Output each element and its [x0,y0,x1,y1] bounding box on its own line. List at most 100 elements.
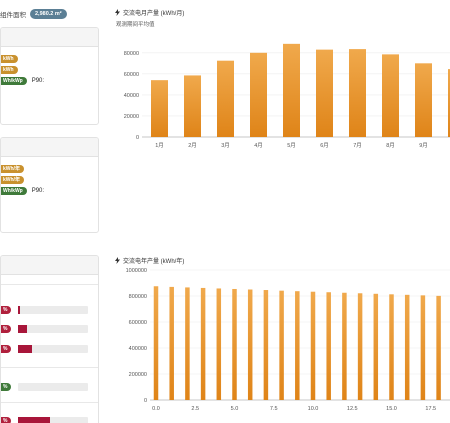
loss-badge: % [1,306,11,314]
energy-pill: kWh/年 [1,165,24,173]
lightning-bolt-icon [115,257,120,264]
x-tick-label: 12.5 [347,406,358,412]
loss-bar-track [18,345,88,353]
energy-pill: kWh [1,55,18,63]
monthly-chart-title: 交流电月产量 (kWh/月) [115,8,184,17]
bar [357,293,363,400]
monthly-chart-subtitle: 观测期间平均值 [116,22,155,28]
gain-bar-track [18,383,88,391]
monthly-chart-title-text: 交流电月产量 (kWh/月) [123,11,185,17]
annual-yield-chart: 0 200000 400000 600000 800000 1000000 0.0 2.5 5.… [126,268,450,412]
card-header [1,28,98,47]
bar [310,291,316,400]
x-tick-label: 17.5 [425,406,436,412]
loss-bar-fill [18,345,32,353]
loss-badge: % [1,345,11,353]
x-tick-label: 15.0 [386,406,397,412]
bar [250,52,267,137]
divider [1,284,98,285]
annual-chart-title: 交流电年产量 (kWh/年) [115,256,184,265]
bar [279,290,284,400]
p90-label: P90: [31,188,45,194]
loss-row: % [1,325,11,333]
annual-chart-title-text: 交流电年产量 (kWh/年) [123,259,185,265]
loss-row: % [1,306,11,314]
module-area-summary: 组件面积 2,980.2 m² [0,9,67,19]
y-tick-label: 600000 [129,320,147,326]
x-tick-label: 0.0 [152,406,160,412]
loss-bar-track [18,306,88,314]
bar [316,49,333,137]
loss-bar-fill [18,417,51,423]
bar [436,295,441,400]
card-header [1,138,98,157]
loss-badge: % [1,325,11,333]
bar [389,294,394,400]
y-tick-label: 60000 [124,72,139,78]
y-tick-label: 40000 [124,93,139,99]
y-tick-label: 200000 [129,372,147,378]
loss-row: % [1,417,11,423]
x-tick-label: 2.5 [191,406,199,412]
bar [151,80,168,137]
bar [326,292,331,400]
bar [420,295,426,400]
bar [448,69,450,137]
bar [232,288,237,400]
y-tick-label: 0 [144,398,147,404]
bar [342,292,347,400]
x-tick-label: 8月 [386,142,395,149]
module-area-badge: 2,980.2 m² [30,9,67,19]
x-tick-label: 1月 [155,142,164,149]
monthly-yield-card: kWh kWh Wh/kWp P90: [0,27,99,125]
bar [169,286,174,400]
gain-row: % [1,383,11,391]
bar [185,287,190,400]
bar [153,286,159,400]
p90-label: P90: [31,78,45,84]
specific-yield-pill: Wh/kWp [1,187,27,195]
bar [217,60,234,137]
loss-bar-fill [18,325,28,333]
y-tick-label: 20000 [124,114,139,120]
bar [415,63,432,137]
y-tick-label: 80000 [124,51,139,57]
y-tick-label: 0 [136,135,139,141]
gain-badge: % [1,383,11,391]
losses-card: % % % % % [0,255,99,423]
divider [1,402,98,403]
bar [295,291,300,400]
bar [404,294,410,400]
x-tick-label: 3月 [221,142,230,149]
lightning-bolt-icon [115,9,120,16]
energy-pill: kWh [1,66,18,74]
x-tick-label: 6月 [320,142,329,149]
bar [283,43,300,138]
bar [382,54,399,137]
bar [184,75,201,137]
loss-row: % [1,345,11,353]
bar [216,288,222,400]
bar [200,287,206,400]
loss-badge: % [1,417,11,423]
annual-yield-card: kWh/年 kWh/年 Wh/kWp P90: [0,137,99,233]
module-area-label: 组件面积 [0,12,26,19]
x-tick-label: 2月 [188,142,197,149]
x-tick-label: 10.0 [308,406,319,412]
x-tick-label: 4月 [254,142,263,149]
bar [373,293,379,400]
specific-yield-pill: Wh/kWp [1,77,27,85]
bar [247,289,253,400]
loss-bar-track [18,417,88,423]
bar [349,49,366,137]
x-tick-label: 7月 [353,142,362,149]
energy-pill: kWh/年 [1,176,24,184]
card-header [1,256,98,275]
loss-bar-track [18,325,88,333]
loss-bar-fill [18,306,21,314]
y-tick-label: 400000 [129,346,147,352]
monthly-yield-chart: 0200004000060000800001月2月3月4月5月6月7月8月9月1… [124,43,450,149]
x-tick-label: 7.5 [270,406,278,412]
y-tick-label: 1000000 [126,268,147,274]
x-tick-label: 5月 [287,142,296,149]
